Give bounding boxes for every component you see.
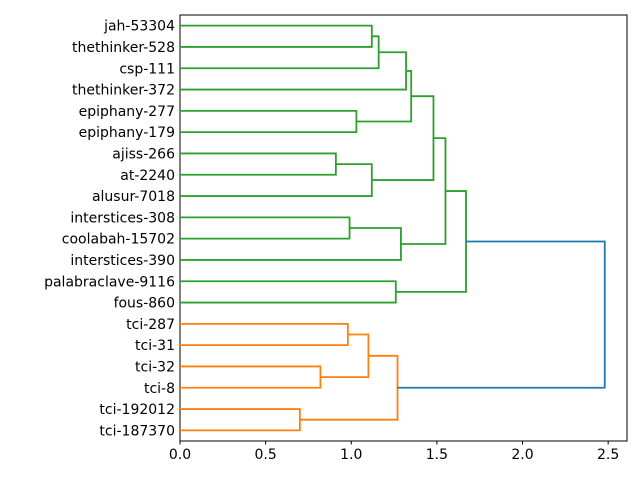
- x-tick-label: 1.5: [426, 447, 448, 463]
- dendrogram-link: [180, 216, 351, 240]
- dendrogram-link: [180, 227, 402, 261]
- leaf-label: thethinker-372: [72, 83, 175, 99]
- leaf-label: tci-287: [126, 317, 175, 333]
- dendrogram-link: [180, 408, 301, 432]
- leaf-label: tci-192012: [99, 402, 175, 418]
- leaf-label: csp-111: [119, 61, 175, 77]
- dendrogram-link: [320, 333, 370, 378]
- leaf-label: epiphany-179: [79, 125, 175, 141]
- leaf-label: at-2240: [120, 168, 175, 184]
- leaf-label: tci-187370: [99, 423, 175, 439]
- x-tick-label: 0.5: [254, 447, 276, 463]
- leaf-label: ajiss-266: [112, 146, 175, 162]
- dendrogram-link: [400, 137, 447, 245]
- dendrogram-link: [356, 70, 413, 123]
- dendrogram-link: [180, 109, 358, 134]
- leaf-label: fous-860: [114, 296, 175, 312]
- plot-frame: [179, 14, 628, 442]
- dendrogram-link: [180, 365, 322, 389]
- dendrogram-link: [395, 190, 467, 293]
- dendrogram-link: [371, 95, 435, 181]
- x-tick-label: 1.0: [340, 447, 362, 463]
- x-tick-label: 2.0: [511, 447, 533, 463]
- leaf-label: alusur-7018: [92, 189, 175, 205]
- leaf-label: coolabah-15702: [62, 232, 175, 248]
- leaf-label: tci-31: [135, 338, 175, 354]
- dendrogram-link: [180, 280, 397, 304]
- dendrogram-link: [180, 35, 380, 70]
- leaf-label: interstices-308: [70, 210, 175, 226]
- leaf-label: tci-8: [144, 381, 175, 397]
- dendrogram-link: [397, 240, 606, 389]
- leaf-label: jah-53304: [103, 19, 175, 35]
- x-tick-label: 2.5: [597, 447, 619, 463]
- leaf-label: palabraclave-9116: [44, 274, 175, 290]
- dendrogram-link: [180, 51, 407, 91]
- dendrogram-link: [180, 322, 349, 347]
- leaf-label: thethinker-528: [72, 40, 175, 56]
- dendrogram-link: [180, 152, 337, 176]
- leaf-label: tci-32: [135, 359, 175, 375]
- leaf-label: interstices-390: [70, 253, 175, 269]
- dendrogram-link: [180, 24, 373, 48]
- dendrogram-link: [180, 163, 373, 197]
- leaf-label: epiphany-277: [79, 104, 175, 120]
- x-tick-label: 0.0: [169, 447, 191, 463]
